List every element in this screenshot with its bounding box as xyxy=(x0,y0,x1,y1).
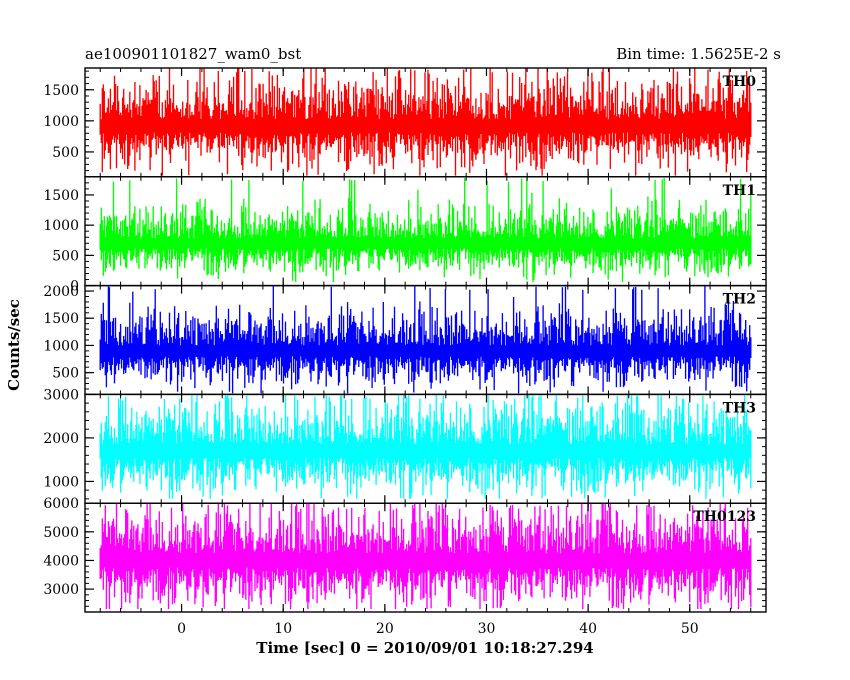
panel-label: TH0123 xyxy=(693,509,756,525)
series-th0123 xyxy=(99,503,752,610)
y-tick-label: 6000 xyxy=(43,496,79,512)
y-tick-label: 500 xyxy=(52,366,79,382)
y-tick-label: 500 xyxy=(52,248,79,264)
x-tick-label: 10 xyxy=(274,621,292,637)
x-tick-label: 0 xyxy=(177,621,186,637)
panel-label: TH2 xyxy=(723,292,756,308)
panel-th1: 0 500 1000 1500 TH1 xyxy=(43,176,767,295)
y-tick-label: 500 xyxy=(52,145,79,161)
y-tick-label: 1500 xyxy=(43,83,79,99)
y-axis-title: Counts/sec xyxy=(5,299,23,391)
series-th1 xyxy=(99,178,752,282)
panel-label: TH0 xyxy=(723,74,757,90)
y-tick-label: 0 xyxy=(70,279,79,295)
x-tick-label: 20 xyxy=(376,621,394,637)
y-tick-label: 1000 xyxy=(43,218,79,234)
panel-th0: 500 1000 1500 TH0 xyxy=(43,67,767,178)
panels: 500 1000 1500 TH0 0 500 1000 1500 TH1 500 1000 1500… xyxy=(43,67,767,613)
x-tick-label: 30 xyxy=(478,621,496,637)
panel-label: TH1 xyxy=(723,183,756,199)
y-tick-label: 2000 xyxy=(43,431,79,447)
series-th2 xyxy=(99,286,752,394)
x-tick-label: 50 xyxy=(681,621,699,637)
series-th3 xyxy=(99,394,752,499)
x-tick-label: 40 xyxy=(579,621,597,637)
series-th0 xyxy=(99,68,752,176)
y-tick-label: 3000 xyxy=(43,387,79,403)
x-axis: 0 10 20 30 40 50 xyxy=(177,621,699,637)
y-tick-label: 4000 xyxy=(43,553,79,569)
chart-title-right: Bin time: 1.5625E-2 s xyxy=(616,45,781,63)
y-tick-label: 1500 xyxy=(43,188,79,204)
chart-title-left: ae100901101827_wam0_bst xyxy=(85,45,301,63)
panel-th2: 500 1000 1500 2000 TH2 xyxy=(43,284,767,396)
y-tick-label: 2000 xyxy=(43,284,79,300)
y-tick-label: 1000 xyxy=(43,474,79,490)
x-axis-title: Time [sec] 0 = 2010/09/01 10:18:27.294 xyxy=(256,639,593,657)
panel-th0123: 3000 4000 5000 6000 TH0123 xyxy=(43,496,767,613)
y-tick-label: 1500 xyxy=(43,311,79,327)
panel-th3: 1000 2000 3000 TH3 xyxy=(43,387,767,504)
y-tick-label: 5000 xyxy=(43,525,79,541)
y-tick-label: 1000 xyxy=(43,338,79,354)
panel-label: TH3 xyxy=(723,400,756,416)
y-tick-label: 1000 xyxy=(43,114,79,130)
y-tick-label: 3000 xyxy=(43,582,79,598)
